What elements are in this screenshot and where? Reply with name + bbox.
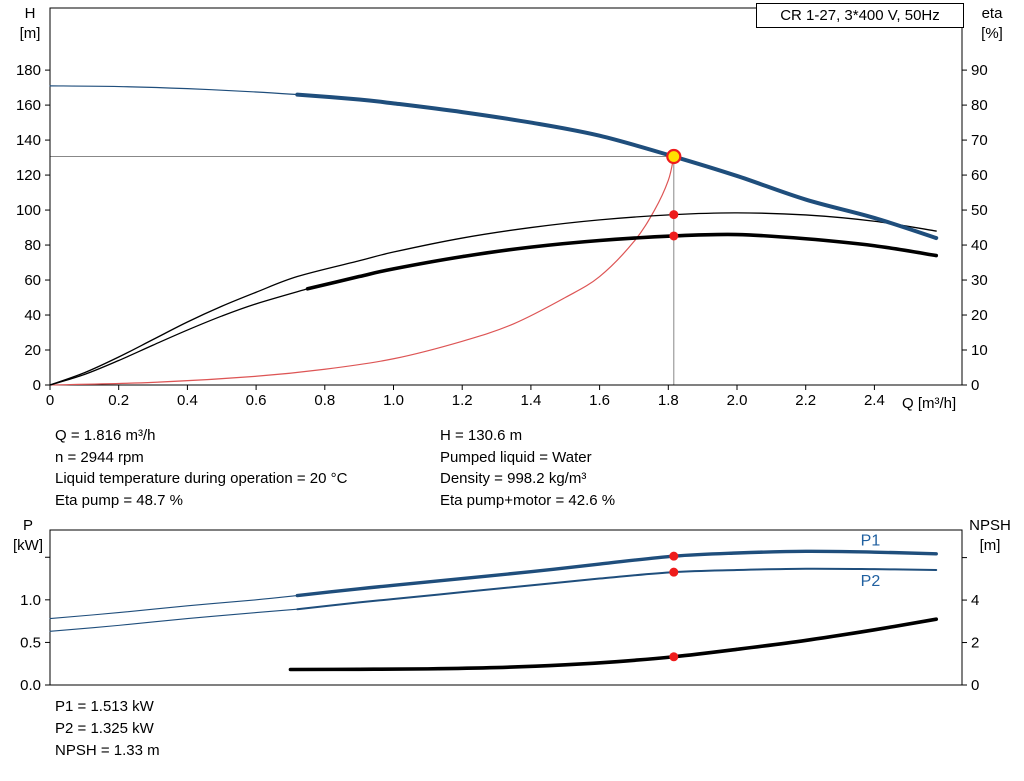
h-axis-title-unit: [m]: [19, 25, 41, 42]
info-pumped-liquid: Pumped liquid = Water: [440, 448, 592, 466]
x-tick-label: 0.6: [246, 392, 267, 409]
result-p1: P1 = 1.513 kW: [55, 698, 154, 715]
p-axis-title: P [kW]: [4, 516, 52, 556]
x-tick-label: 2.0: [727, 392, 748, 409]
npsh-axis-title-symbol: NPSH: [969, 517, 1011, 534]
result-p2: P2 = 1.325 kW: [55, 720, 154, 737]
y-right-tick-label: 90: [971, 62, 988, 79]
power-npsh-chart: 0.0 0.5 1.0 0 2 4 P1 P2: [20, 529, 979, 694]
npsh-axis-title: NPSH [m]: [958, 516, 1022, 556]
result-npsh: NPSH = 1.33 m: [55, 742, 160, 759]
info-eta-pump-motor: Eta pump+motor = 42.6 %: [440, 491, 616, 509]
npsh-axis-title-unit: [m]: [979, 537, 1001, 554]
y-right-tick-label: 50: [971, 202, 988, 219]
y-left-tick-label: 140: [16, 132, 41, 149]
x-tick-label: 2.2: [795, 392, 816, 409]
p2-point: [669, 567, 679, 577]
p1-thin: [49, 595, 298, 620]
x-tick-label: 0.2: [108, 392, 129, 409]
info-eta-pump: Eta pump = 48.7 %: [55, 491, 183, 509]
y-right-tick-label: 20: [971, 307, 988, 324]
p1-point: [669, 551, 679, 561]
series-label-p2: P2: [861, 573, 881, 590]
q-axis-title: Q [m³/h]: [902, 395, 957, 412]
x-tick-label: 1.6: [589, 392, 610, 409]
eta-axis-title-symbol: eta: [981, 5, 1003, 22]
y-right-tick-label: 40: [971, 237, 988, 254]
y-right-tick-label: 70: [971, 132, 988, 149]
p1-curve: [295, 549, 938, 598]
p2-thin: [49, 608, 298, 632]
y-left-tick-label: 40: [24, 307, 41, 324]
eta-axis-title-unit: [%]: [981, 25, 1003, 42]
info-speed: n = 2944 rpm: [55, 448, 144, 466]
y-right-tick-label: 60: [971, 167, 988, 184]
info-head: H = 130.6 m: [440, 427, 523, 444]
y-left-tick-label: 0.5: [20, 634, 41, 651]
x-tick-label: 1.2: [452, 392, 473, 409]
npsh-point: [669, 652, 679, 662]
y-left-tick-label: 80: [24, 237, 41, 254]
y-left-tick-label: 0.0: [20, 677, 41, 694]
info-density: Density = 998.2 kg/m³: [440, 470, 587, 487]
y-left-tick-label: 120: [16, 167, 41, 184]
x-tick-label: 1.0: [383, 392, 404, 409]
duty-info-right: H = 130.6 m Pumped liquid = Water Densit…: [440, 425, 615, 511]
series-label-p1: P1: [861, 532, 881, 549]
y-left-tick-label: 160: [16, 97, 41, 114]
power-plot: 0.0 0.5 1.0 0 2 4 P1 P2: [20, 529, 979, 694]
y-left-tick-label: 60: [24, 272, 41, 289]
eta-pump-curve: [49, 212, 937, 386]
qh-plot: 0 0.2 0.4 0.6 0.8 1.0 1.2 1.4 1.6 1.8 2.0 2.2 2.4 0 20…: [16, 7, 988, 409]
x-tick-label: 0.8: [314, 392, 335, 409]
y-right-tick-label: 0: [971, 377, 979, 394]
h-axis-title-symbol: H: [24, 5, 36, 22]
duty-info-left: Q = 1.816 m³/h n = 2944 rpm Liquid tempe…: [55, 425, 347, 511]
y-left-tick-label: 100: [16, 202, 41, 219]
pump-title-box: CR 1-27, 3*400 V, 50Hz: [756, 3, 964, 28]
eta-axis-title: eta [%]: [964, 4, 1020, 44]
p-axis-title-symbol: P: [22, 517, 33, 534]
p-axis-title-unit: [kW]: [13, 537, 43, 554]
y-right-tick-label: 4: [971, 592, 979, 609]
y-right-tick-label: 2: [971, 635, 979, 652]
x-tick-label: 1.8: [658, 392, 679, 409]
y-left-tick-label: 1.0: [20, 592, 41, 609]
y-left-tick-label: 0: [33, 377, 41, 394]
plot-frame: [49, 7, 963, 386]
npsh-curve: [288, 617, 939, 672]
duty-point: [666, 148, 682, 165]
x-tick-label: 0.4: [177, 392, 198, 409]
x-tick-label: 2.4: [864, 392, 885, 409]
eta-pump-point: [669, 210, 679, 220]
eta-pump-motor-point: [669, 231, 679, 241]
y-right-tick-label: 30: [971, 272, 988, 289]
y-right-tick-label: 80: [971, 97, 988, 114]
system-curve: [49, 155, 675, 386]
info-liquid-temp: Liquid temperature during operation = 20…: [55, 470, 348, 487]
eta-pump-motor-curve: [305, 232, 939, 291]
qh-thin: [49, 85, 298, 96]
plot-frame: [49, 529, 963, 686]
y-right-tick-label: 10: [971, 342, 988, 359]
y-left-tick-label: 180: [16, 62, 41, 79]
info-q: Q = 1.816 m³/h: [55, 427, 156, 444]
y-left-tick-label: 20: [24, 342, 41, 359]
eta-pump-motor-thin: [49, 288, 309, 386]
qh-curve: [295, 92, 939, 241]
result-block: P1 = 1.513 kW P2 = 1.325 kW NPSH = 1.33 …: [55, 696, 160, 762]
x-tick-label: 1.4: [520, 392, 541, 409]
p2-curve: [296, 567, 938, 611]
y-right-tick-label: 0: [971, 677, 979, 694]
qh-eta-chart: 0 0.2 0.4 0.6 0.8 1.0 1.2 1.4 1.6 1.8 2.0 2.2 2.4 0 20…: [16, 7, 988, 409]
x-tick-label: 0: [46, 392, 54, 409]
h-axis-title: H [m]: [8, 4, 52, 44]
